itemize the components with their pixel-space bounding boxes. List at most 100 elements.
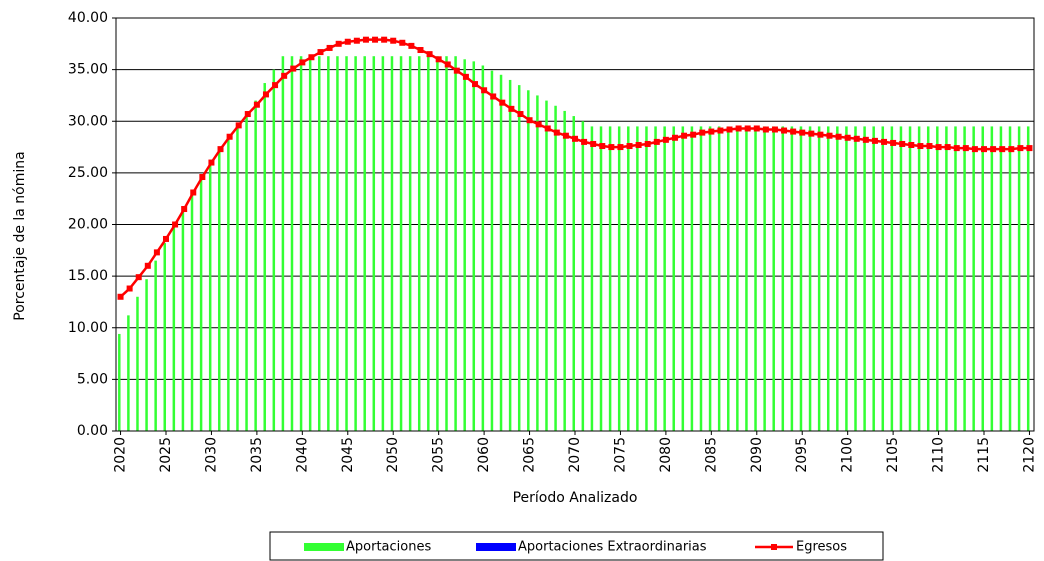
marker xyxy=(690,131,697,138)
legend-label: Aportaciones Extraordinarias xyxy=(518,540,707,555)
marker xyxy=(871,137,878,144)
x-tick-label: 2030 xyxy=(203,437,219,473)
bar xyxy=(299,56,303,431)
bar xyxy=(127,315,130,431)
bar xyxy=(436,56,439,431)
bar xyxy=(163,243,166,431)
bar xyxy=(863,126,866,431)
bar xyxy=(681,126,685,431)
marker xyxy=(562,132,569,139)
bar xyxy=(781,126,785,431)
x-axis-label: Período Analizado xyxy=(513,490,638,506)
bar xyxy=(872,126,875,431)
bar xyxy=(263,83,266,432)
bar xyxy=(517,85,521,432)
bar xyxy=(327,56,330,431)
bar xyxy=(608,126,612,431)
bar xyxy=(454,56,457,431)
marker xyxy=(926,143,933,150)
marker xyxy=(935,144,942,151)
bar xyxy=(390,56,394,431)
marker xyxy=(899,140,906,147)
y-tick-label: 25.00 xyxy=(68,165,108,181)
marker xyxy=(617,144,624,151)
x-tick-label: 2095 xyxy=(794,437,810,473)
bar xyxy=(254,100,257,431)
x-tick-label: 2060 xyxy=(476,437,492,473)
marker xyxy=(699,129,706,136)
bar xyxy=(308,56,312,431)
x-tick-label: 2055 xyxy=(431,437,447,473)
marker xyxy=(962,145,969,152)
bar xyxy=(1008,126,1012,431)
marker xyxy=(844,134,851,141)
marker xyxy=(990,146,997,153)
marker xyxy=(362,36,369,43)
bar xyxy=(545,100,548,431)
x-tick-label: 2105 xyxy=(885,437,901,473)
marker xyxy=(581,138,588,145)
bar xyxy=(472,61,476,432)
y-axis-label: Porcentaje de la nómina xyxy=(12,151,28,320)
legend-swatch xyxy=(476,543,516,551)
bar xyxy=(1026,126,1030,431)
bar xyxy=(790,126,794,431)
marker xyxy=(408,42,415,49)
marker xyxy=(553,129,560,136)
bar xyxy=(527,90,530,432)
bar xyxy=(490,70,494,431)
marker xyxy=(481,87,488,94)
marker xyxy=(953,145,960,152)
bar xyxy=(854,126,857,431)
marker xyxy=(862,136,869,143)
bar xyxy=(808,126,812,431)
x-tick-label: 2120 xyxy=(1021,437,1037,473)
bar xyxy=(463,59,466,432)
marker xyxy=(462,73,469,80)
marker xyxy=(808,130,815,137)
bar xyxy=(690,126,694,431)
y-tick-label: 30.00 xyxy=(68,113,108,129)
marker xyxy=(499,99,506,106)
bar xyxy=(654,126,657,431)
marker xyxy=(117,293,124,300)
marker xyxy=(281,72,288,79)
marker xyxy=(572,135,578,142)
bar xyxy=(354,56,357,431)
bar xyxy=(190,192,194,431)
x-tick-label: 2085 xyxy=(703,437,719,473)
bar xyxy=(281,56,285,431)
marker xyxy=(226,133,233,140)
marker xyxy=(817,131,824,138)
bar xyxy=(636,126,639,431)
marker xyxy=(262,91,269,98)
marker xyxy=(971,146,978,153)
marker xyxy=(881,138,888,145)
marker xyxy=(890,139,897,146)
x-tick-label: 2025 xyxy=(158,437,174,473)
bar xyxy=(499,74,503,431)
marker xyxy=(317,49,324,56)
marker xyxy=(917,143,924,150)
marker xyxy=(435,56,442,63)
marker xyxy=(472,81,479,88)
y-tick-label: 0.00 xyxy=(77,423,108,439)
marker xyxy=(708,128,715,135)
marker xyxy=(181,206,188,213)
marker xyxy=(544,125,551,132)
marker xyxy=(635,141,642,148)
legend-label: Aportaciones xyxy=(346,540,431,555)
x-tick-label: 2075 xyxy=(612,437,628,473)
bar xyxy=(345,56,348,431)
bar xyxy=(999,126,1003,431)
marker xyxy=(753,125,760,132)
marker xyxy=(517,111,524,118)
y-tick-label: 35.00 xyxy=(68,62,108,78)
bar xyxy=(890,126,894,431)
marker xyxy=(1026,145,1033,152)
bar xyxy=(218,149,221,431)
marker xyxy=(135,274,142,281)
marker xyxy=(144,262,151,269)
marker xyxy=(390,37,397,44)
bar xyxy=(717,126,721,431)
